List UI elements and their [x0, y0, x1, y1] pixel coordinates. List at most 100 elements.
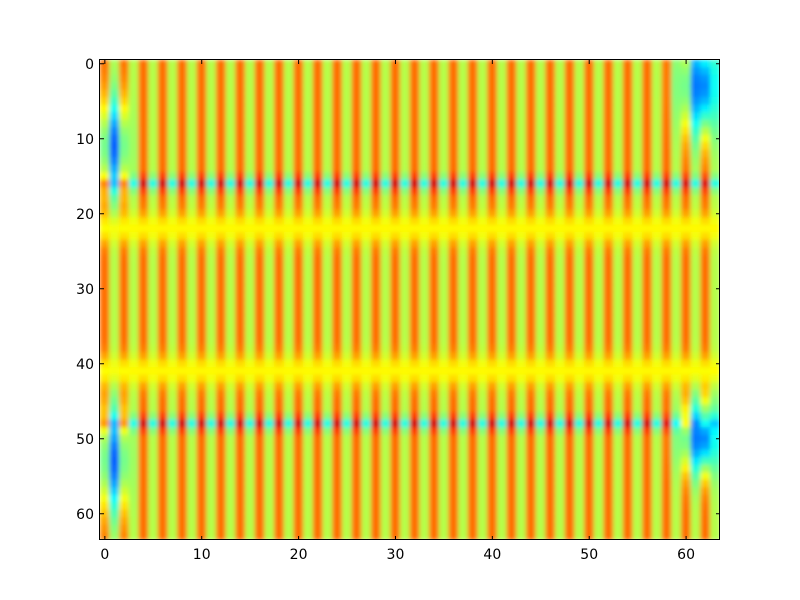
heatmap-cell	[593, 359, 605, 368]
heatmap-cell	[206, 419, 217, 428]
heatmap-cell	[555, 404, 566, 413]
heatmap-cell	[157, 389, 169, 398]
heatmap-cell	[303, 157, 314, 166]
heatmap-cell	[303, 82, 314, 91]
heatmap-cell	[235, 382, 246, 391]
heatmap-cell	[661, 112, 672, 121]
heatmap-cell	[419, 532, 430, 540]
heatmap-cell	[467, 187, 479, 196]
heatmap-cell	[119, 397, 130, 406]
heatmap-cell	[584, 509, 595, 518]
heatmap-cell	[419, 404, 430, 413]
heatmap-cell	[661, 217, 672, 226]
heatmap-cell	[574, 74, 585, 83]
heatmap-cell	[361, 509, 372, 518]
heatmap-cell	[622, 472, 634, 481]
heatmap-cell	[177, 187, 188, 196]
heatmap-cell	[322, 209, 333, 218]
heatmap-cell	[303, 202, 314, 211]
heatmap-cell	[545, 382, 556, 391]
heatmap-cell	[671, 74, 682, 83]
heatmap-cell	[458, 247, 469, 256]
heatmap-cell	[477, 202, 488, 211]
heatmap-cell	[196, 502, 207, 511]
heatmap-cell	[390, 74, 401, 83]
heatmap-cell	[613, 464, 624, 473]
heatmap-cell	[516, 344, 527, 353]
heatmap-cell	[603, 142, 614, 151]
heatmap-cell	[167, 532, 178, 540]
heatmap-cell	[661, 157, 672, 166]
heatmap-cell	[555, 472, 566, 481]
heatmap-cell	[274, 224, 285, 233]
heatmap-cell	[390, 202, 401, 211]
heatmap-cell	[651, 269, 663, 278]
heatmap-cell	[516, 314, 527, 323]
heatmap-cell	[467, 367, 479, 376]
heatmap-cell	[235, 269, 246, 278]
heatmap-cell	[99, 142, 110, 151]
heatmap-cell	[215, 464, 227, 473]
heatmap-cell	[177, 502, 188, 511]
heatmap-cell	[603, 149, 614, 158]
heatmap-cell	[535, 359, 546, 368]
heatmap-cell	[138, 142, 149, 151]
heatmap-cell	[341, 202, 353, 211]
heatmap-cell	[322, 292, 333, 301]
heatmap-cell	[312, 404, 324, 413]
heatmap-cell	[680, 202, 692, 211]
heatmap-cell	[99, 367, 110, 376]
heatmap-cell	[419, 202, 430, 211]
heatmap-cell	[225, 82, 236, 91]
heatmap-cell	[400, 232, 411, 241]
heatmap-cell	[661, 224, 672, 233]
heatmap-cell	[206, 292, 217, 301]
heatmap-cell	[448, 419, 459, 428]
heatmap-cell	[157, 172, 169, 181]
heatmap-cell	[293, 502, 304, 511]
heatmap-cell	[225, 314, 236, 323]
heatmap-cell	[690, 487, 701, 496]
heatmap-cell	[516, 269, 527, 278]
heatmap-cell	[661, 367, 672, 376]
heatmap-cell	[458, 464, 469, 473]
heatmap-cell	[603, 172, 614, 181]
heatmap-cell	[341, 232, 353, 241]
heatmap-cell	[710, 239, 720, 248]
heatmap-cell	[274, 202, 285, 211]
heatmap-cell	[545, 112, 556, 121]
heatmap-cell	[332, 284, 343, 293]
heatmap-cell	[254, 149, 265, 158]
heatmap-cell	[467, 359, 479, 368]
heatmap-cell	[661, 209, 672, 218]
heatmap-cell	[215, 382, 227, 391]
heatmap-cell	[467, 502, 479, 511]
heatmap-cell	[506, 299, 517, 308]
heatmap-cell	[593, 532, 605, 540]
heatmap-cell	[332, 307, 343, 316]
heatmap-cell	[516, 479, 527, 488]
heatmap-cell	[312, 517, 324, 526]
heatmap-cell	[574, 337, 585, 346]
heatmap-cell	[419, 397, 430, 406]
heatmap-cell	[148, 179, 159, 188]
heatmap-cell	[157, 307, 169, 316]
heatmap-cell	[235, 142, 246, 151]
heatmap-cell	[700, 382, 711, 391]
heatmap-cell	[99, 209, 110, 218]
heatmap-cell	[613, 374, 624, 383]
heatmap-cell	[642, 232, 653, 241]
heatmap-cell	[235, 464, 246, 473]
heatmap-cell	[700, 164, 711, 173]
heatmap-cell	[274, 112, 285, 121]
heatmap-cell	[690, 142, 701, 151]
heatmap-cell	[506, 224, 517, 233]
heatmap-cell	[545, 269, 556, 278]
heatmap-cell	[215, 442, 227, 451]
heatmap-cell	[186, 209, 198, 218]
heatmap-cell	[138, 134, 149, 143]
heatmap-cell	[99, 112, 110, 121]
heatmap-cell	[622, 367, 634, 376]
heatmap-cell	[429, 172, 440, 181]
heatmap-cell	[293, 494, 304, 503]
